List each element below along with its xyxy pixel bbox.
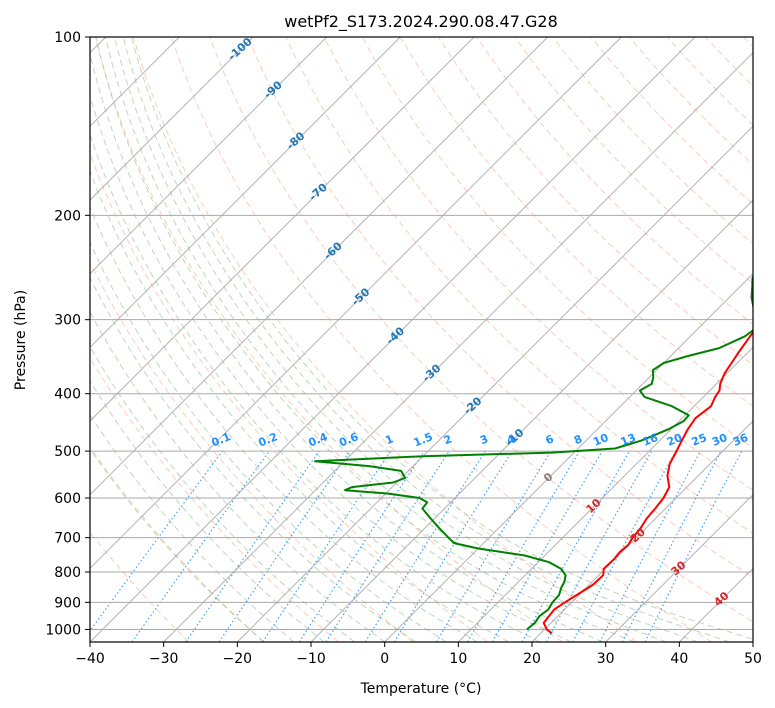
isotherm xyxy=(90,37,328,275)
y-tick-label: 800 xyxy=(54,565,81,581)
isotherm xyxy=(90,37,475,422)
moist-adiabat xyxy=(90,205,478,642)
isotherm xyxy=(90,37,696,642)
mixing-ratio-line xyxy=(185,450,320,642)
mixing-ratio-line xyxy=(521,450,631,642)
mixing-ratio-line xyxy=(90,450,223,632)
dry-adiabat xyxy=(90,446,264,642)
x-tick-label: −20 xyxy=(223,651,253,667)
mixing-ratio-label: 36 xyxy=(731,431,750,449)
y-tick-label: 500 xyxy=(54,444,81,460)
moist-adiabat xyxy=(90,448,264,642)
mixing-ratio-line xyxy=(393,450,513,642)
dry-adiabat xyxy=(132,37,638,642)
mixing-ratio-line xyxy=(131,450,270,642)
moist-adiabat xyxy=(90,414,294,642)
x-tick-label: −10 xyxy=(296,651,326,667)
y-tick-label: 900 xyxy=(54,595,81,611)
mixing-ratio-label: 3 xyxy=(478,432,490,447)
isotherm xyxy=(236,125,753,642)
isotherm xyxy=(163,51,753,642)
dry-adiabat xyxy=(94,37,563,642)
y-tick-label: 400 xyxy=(54,387,81,403)
x-tick-label: 0 xyxy=(380,651,389,667)
mixing-ratio-line xyxy=(644,450,743,642)
moist-adiabat xyxy=(105,37,667,642)
mixing-ratio-label: 8 xyxy=(572,432,584,447)
background-lines xyxy=(90,37,753,642)
isotherm xyxy=(90,37,622,570)
mixing-ratio-label: 20 xyxy=(665,431,684,449)
x-tick-label: −30 xyxy=(149,651,179,667)
isotherm xyxy=(310,199,753,642)
chart-title: wetPf2_S173.2024.290.08.47.G28 xyxy=(284,12,558,32)
isotherm xyxy=(90,37,254,201)
mixing-ratio-label: 13 xyxy=(619,431,638,449)
mixing-ratio-line xyxy=(325,450,450,642)
dry-adiabat xyxy=(247,37,753,578)
axes: −40 −30 −20 −10 0 10 20 30 40 50 100 200 300 400 500 60… xyxy=(45,30,762,667)
x-tick-label: 20 xyxy=(523,651,541,667)
mixing-ratio-line xyxy=(262,450,392,642)
y-tick-label: 600 xyxy=(54,491,81,507)
x-axis-label: Temperature (°C) xyxy=(360,681,482,697)
moist-adiabat xyxy=(90,276,416,642)
y-tick-label: 700 xyxy=(54,531,81,547)
x-tick-label: 50 xyxy=(744,651,762,667)
moist-adiabat xyxy=(114,37,698,642)
temperature-profile-line xyxy=(542,330,753,635)
mixing-ratio-label: 1 xyxy=(383,432,395,447)
x-tick-label: −40 xyxy=(75,651,105,667)
y-axis-label: Pressure (hPa) xyxy=(13,290,29,390)
y-tick-label: 100 xyxy=(54,30,81,46)
dry-adiabat xyxy=(90,260,414,642)
mixing-ratio-label: 10 xyxy=(591,431,610,449)
x-tick-label: 30 xyxy=(597,651,615,667)
mixing-ratio-line xyxy=(218,450,351,642)
moist-adiabat xyxy=(95,37,635,642)
moist-adiabat xyxy=(90,93,572,642)
y-tick-label: 200 xyxy=(54,208,81,224)
mixing-ratio-label: 25 xyxy=(690,431,709,449)
dry-adiabat xyxy=(171,37,712,642)
moist-adiabat xyxy=(131,37,753,640)
moist-adiabat xyxy=(90,311,386,642)
moist-adiabat xyxy=(90,241,447,642)
isotherm xyxy=(457,346,753,642)
moist-adiabat xyxy=(90,51,604,642)
dewpoint-profile-line xyxy=(314,274,753,631)
x-tick-label: 40 xyxy=(670,651,688,667)
dry-adiabat xyxy=(323,37,753,491)
dry-adiabat xyxy=(209,37,753,623)
dry-adiabat xyxy=(514,37,753,285)
mixing-ratio-line xyxy=(545,450,653,642)
mixing-ratio-label: 2 xyxy=(442,432,454,447)
y-tick-label: 300 xyxy=(54,313,81,329)
isotherm xyxy=(384,272,753,642)
isotherm xyxy=(605,493,753,642)
y-tick-label: 1000 xyxy=(45,622,81,638)
dry-adiabat xyxy=(476,37,753,325)
dry-adiabat xyxy=(90,356,339,642)
mixing-ratio-label: 16 xyxy=(641,431,660,449)
plot-frame xyxy=(89,36,754,643)
moist-adiabat xyxy=(122,37,730,642)
isotherm xyxy=(531,420,753,642)
isotherm xyxy=(90,37,401,349)
moist-adiabat xyxy=(90,169,509,642)
mixing-ratio-line xyxy=(572,450,677,642)
mixing-ratio-label: 30 xyxy=(710,431,729,449)
plot-area xyxy=(90,37,753,642)
moist-adiabat xyxy=(90,380,325,642)
isotherm xyxy=(752,641,753,642)
profile-lines xyxy=(314,274,753,635)
dry-adiabat xyxy=(285,37,753,535)
isotherm xyxy=(90,37,549,496)
x-tick-label: 10 xyxy=(449,651,467,667)
